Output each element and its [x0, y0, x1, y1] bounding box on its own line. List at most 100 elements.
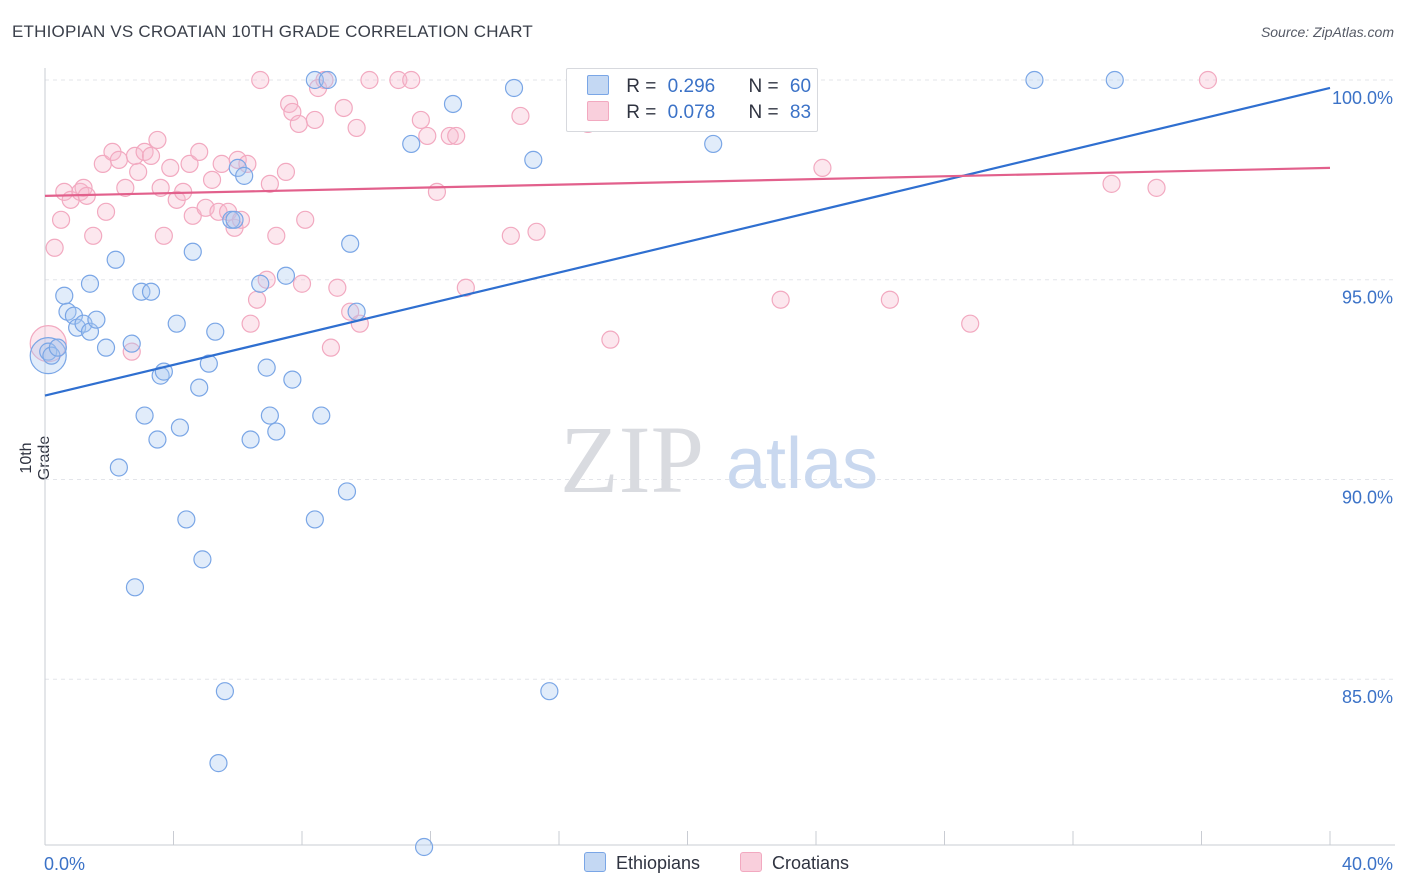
croatians-point — [447, 126, 466, 146]
x-tick-label-left: 0.0% — [44, 854, 85, 874]
croatians-legend-swatch — [740, 852, 762, 872]
ethiopians-point — [125, 578, 145, 597]
y-tick-label: 100.0% — [1332, 88, 1393, 108]
ethiopians-point — [135, 406, 154, 425]
croatians-point — [247, 290, 267, 309]
croatians-point — [289, 114, 308, 134]
ethiopians-point — [260, 406, 279, 425]
croatians-point — [51, 210, 71, 229]
croatians-point — [511, 106, 530, 126]
r-label: R = — [626, 76, 657, 97]
chart-title: ETHIOPIAN VS CROATIAN 10TH GRADE CORRELA… — [12, 22, 534, 41]
croatians-point — [180, 154, 199, 173]
croatians-point — [321, 338, 341, 357]
croatians-point — [961, 314, 980, 333]
croatians-point — [161, 158, 180, 177]
legend-item-ethiopians[interactable]: Ethiopians — [584, 852, 700, 874]
ethiopians-point — [167, 314, 186, 333]
ethiopians-point — [199, 354, 218, 373]
ethiopians-points — [29, 70, 1124, 857]
croatians-point — [389, 70, 408, 90]
ethiopians-point — [504, 78, 524, 98]
croatians-point — [116, 178, 135, 197]
ethiopians-point — [540, 682, 559, 701]
ethiopians-point — [443, 94, 463, 114]
ethiopians-point — [1105, 70, 1124, 90]
croatians-points — [29, 70, 1218, 363]
legend-row-ethiopians: R = 0.296 N = 60 — [587, 75, 811, 101]
ethiopians-point — [235, 166, 254, 185]
croatians-point — [1198, 70, 1218, 90]
croatians-point — [251, 70, 270, 90]
ethiopians-swatch — [587, 75, 609, 95]
croatians-point — [305, 110, 324, 130]
ethiopians-point — [96, 338, 116, 357]
ethiopians-point — [48, 338, 67, 357]
ethiopians-point — [87, 310, 106, 329]
ethiopians-point — [225, 210, 244, 229]
ethiopians-point — [347, 302, 366, 321]
n-label: N = — [748, 76, 779, 97]
croatians-point — [328, 278, 347, 297]
croatians-point — [456, 278, 475, 297]
r-value: 0.078 — [667, 102, 716, 123]
croatians-swatch — [587, 101, 609, 121]
source-label: Source: ZipAtlas.com — [1260, 24, 1394, 40]
croatians-point — [267, 226, 286, 245]
ethiopians-point — [337, 482, 357, 501]
ethiopians-point — [414, 837, 434, 857]
ethiopians-point — [141, 282, 161, 301]
ethiopians-point — [193, 550, 212, 569]
croatians-point — [1147, 178, 1166, 197]
croatians-point — [341, 302, 360, 321]
ethiopians-point — [402, 134, 421, 154]
y-tick-label: 85.0% — [1342, 687, 1393, 707]
croatians-point — [129, 162, 148, 181]
legend-item-croatians[interactable]: Croatians — [740, 852, 849, 874]
ethiopians-point — [80, 274, 100, 293]
ethiopians-point — [312, 406, 331, 425]
croatians-point — [292, 274, 312, 293]
croatians-point — [1102, 174, 1121, 193]
watermark: ZIP atlas — [560, 406, 878, 513]
ethiopians-point — [206, 322, 225, 341]
croatians-point — [109, 150, 128, 169]
n-value: 60 — [789, 76, 812, 97]
ethiopians-point-large — [29, 337, 67, 375]
ethiopians-point — [170, 418, 190, 437]
stats-legend: R = 0.296 N = 60 R = 0.078 N = 83 — [566, 68, 818, 132]
ethiopians-point — [241, 430, 260, 449]
croatians-point — [241, 314, 260, 333]
r-label: R = — [626, 102, 657, 123]
y-tick-label: 95.0% — [1342, 288, 1393, 308]
croatians-point — [418, 126, 437, 146]
ethiopians-point — [305, 510, 324, 529]
croatians-point — [151, 178, 170, 197]
ethiopians-point — [341, 234, 360, 253]
ethiopians-point — [132, 282, 151, 301]
croatians-point — [96, 202, 116, 221]
x-tick-label-right: 40.0% — [1342, 854, 1393, 874]
croatians-point — [212, 154, 231, 173]
croatians-point — [141, 146, 161, 166]
croatians-point — [190, 142, 209, 162]
tick-labels: 100.0% 95.0% 90.0% 85.0% 0.0% 40.0% — [44, 88, 1393, 874]
croatians-point — [427, 182, 447, 201]
y-tick-label: 90.0% — [1342, 487, 1393, 507]
croatians-point — [347, 118, 366, 138]
croatians-point — [238, 154, 257, 173]
ethiopians-legend-swatch — [584, 852, 606, 872]
croatians-point — [527, 222, 546, 241]
croatians-point — [202, 170, 222, 189]
ethiopians-point — [257, 358, 276, 377]
croatians-point — [154, 226, 173, 245]
ethiopians-point — [106, 250, 125, 269]
croatians-point — [880, 290, 899, 309]
croatians-point — [601, 330, 620, 349]
croatians-point — [276, 162, 296, 181]
croatians-point — [402, 70, 421, 90]
ethiopians-point — [190, 378, 209, 397]
croatians-point — [360, 70, 379, 90]
ethiopians-point — [122, 334, 141, 353]
